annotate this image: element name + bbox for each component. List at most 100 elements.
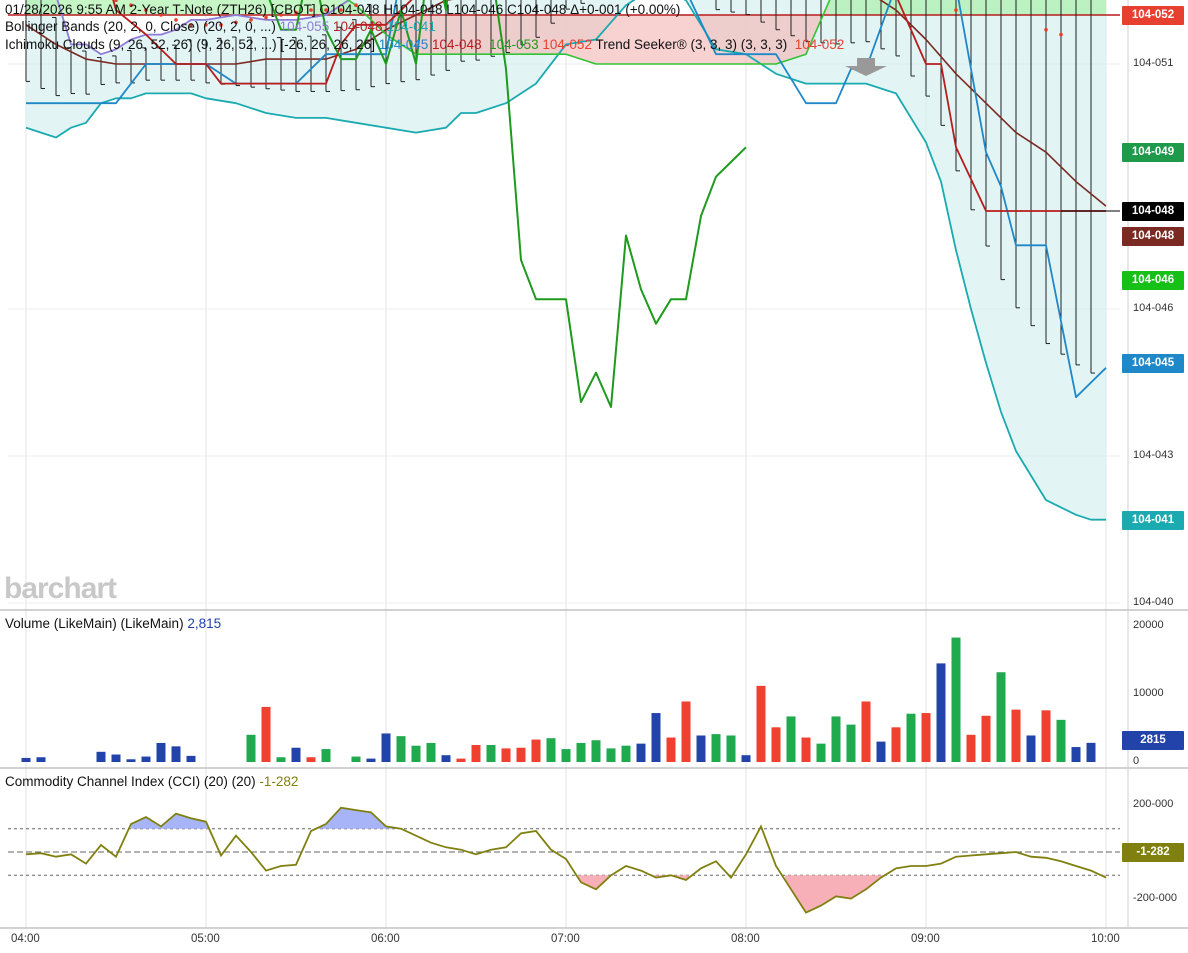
volume-bar bbox=[501, 748, 511, 762]
cloud-bull-segment bbox=[146, 0, 154, 15]
cci-axis-label: -200-000 bbox=[1133, 891, 1178, 904]
cloud-bear-segment bbox=[663, 15, 671, 64]
cloud-bear-segment bbox=[611, 15, 619, 64]
cci-oversold-fill bbox=[869, 875, 872, 887]
cci-overbought-fill bbox=[362, 810, 365, 829]
cloud-bear-segment bbox=[783, 15, 791, 62]
cloud-bear-segment bbox=[806, 15, 814, 55]
cci-oversold-fill bbox=[593, 875, 596, 890]
trend-seeker-dot bbox=[114, 0, 118, 3]
volume-bar bbox=[651, 713, 661, 762]
cloud-bull-segment bbox=[236, 0, 244, 15]
cci-overbought-fill bbox=[146, 817, 149, 829]
ichimoku-label: Ichimoku Clouds (9, 26, 52, 26) (9, 26, … bbox=[5, 37, 375, 52]
cci-overbought-fill bbox=[350, 809, 353, 829]
cloud-bull-segment bbox=[1083, 0, 1091, 15]
trend-seeker-dot bbox=[1044, 27, 1048, 32]
cci-overbought-fill bbox=[170, 816, 173, 829]
volume-bar bbox=[816, 743, 826, 762]
cci-tag: -1-282 bbox=[1122, 843, 1184, 862]
cloud-bear-segment bbox=[693, 15, 701, 64]
cloud-bear-segment bbox=[431, 15, 439, 55]
trend-seeker-dot bbox=[324, 8, 328, 12]
trend-seeker-dot bbox=[339, 8, 343, 12]
cci-axis-label: 200-000 bbox=[1133, 798, 1174, 811]
cloud-bull-segment bbox=[273, 0, 281, 15]
cci-overbought-fill bbox=[356, 810, 359, 829]
cloud-bull-segment bbox=[63, 0, 71, 15]
cloud-bear-segment bbox=[716, 15, 724, 64]
volume-value: 2,815 bbox=[187, 616, 222, 631]
volume-bar bbox=[411, 745, 421, 762]
cloud-bear-segment bbox=[468, 15, 476, 55]
cci-value: -1-282 bbox=[259, 774, 299, 789]
cci-oversold-fill bbox=[860, 875, 863, 894]
cloud-bull-segment bbox=[836, 0, 844, 15]
trend-seeker-label: Trend Seeker® (3, 3, 3) (3, 3, 3) bbox=[595, 37, 788, 52]
volume-bar bbox=[351, 756, 361, 762]
cloud-bear-segment bbox=[671, 15, 679, 64]
time-axis-label: 07:00 bbox=[551, 933, 580, 945]
volume-bar bbox=[366, 758, 376, 762]
trend-seeker-dot bbox=[294, 10, 298, 15]
cci-oversold-fill bbox=[824, 875, 827, 904]
cci-oversold-fill bbox=[848, 875, 851, 899]
cloud-bull-segment bbox=[198, 0, 206, 15]
cloud-bear-segment bbox=[581, 15, 589, 62]
ichi-tenkan-value: 104-045 bbox=[378, 37, 429, 52]
volume-bar bbox=[771, 727, 781, 762]
volume-bar bbox=[966, 734, 976, 762]
volume-bar bbox=[591, 740, 601, 762]
cloud-bull-segment bbox=[33, 0, 41, 15]
cci-oversold-fill bbox=[797, 875, 800, 904]
cloud-bull-segment bbox=[1098, 0, 1106, 15]
volume-bar bbox=[981, 715, 991, 762]
volume-bar bbox=[486, 745, 496, 762]
volume-bar bbox=[516, 747, 526, 762]
trend-seeker-dot bbox=[1059, 32, 1063, 37]
volume-axis-label: 10000 bbox=[1133, 687, 1164, 699]
bollinger-label: Bollinger Bands (20, 2, 0, Close) (20, 2… bbox=[5, 19, 276, 34]
volume-bar bbox=[696, 735, 706, 762]
cci-oversold-fill bbox=[836, 875, 839, 897]
volume-bar bbox=[801, 737, 811, 762]
volume-bar bbox=[96, 751, 106, 762]
cloud-bear-segment bbox=[596, 15, 604, 64]
volume-bar bbox=[381, 733, 391, 762]
trend-seeker-dot bbox=[354, 3, 358, 7]
volume-bar bbox=[276, 757, 286, 762]
cloud-bull-segment bbox=[1001, 0, 1009, 15]
quote-header: 01/28/2026 9:55 AM 2-Year T-Note (ZTH26)… bbox=[5, 2, 681, 17]
cci-overbought-fill bbox=[344, 808, 347, 829]
cloud-bear-segment bbox=[506, 15, 514, 55]
cci-overbought-fill bbox=[341, 807, 344, 829]
volume-bar bbox=[246, 734, 256, 762]
cloud-bull-segment bbox=[851, 0, 859, 15]
cci-oversold-fill bbox=[809, 875, 812, 912]
cci-oversold-fill bbox=[821, 875, 824, 906]
cci-overbought-fill bbox=[200, 820, 203, 829]
volume-bar bbox=[936, 663, 946, 762]
time-axis-label: 04:00 bbox=[11, 933, 40, 945]
cci-legend: Commodity Channel Index (CCI) (20) (20) … bbox=[5, 774, 298, 789]
cloud-bull-segment bbox=[221, 0, 229, 15]
cloud-bull-segment bbox=[71, 0, 79, 15]
volume-bar bbox=[576, 742, 586, 762]
cloud-bull-segment bbox=[191, 0, 199, 15]
ichi-spanb-value: 104-052 bbox=[542, 37, 592, 52]
cci-overbought-fill bbox=[365, 811, 368, 829]
cloud-bull-segment bbox=[123, 0, 131, 15]
cci-overbought-fill bbox=[185, 816, 188, 829]
cloud-bull-segment bbox=[281, 0, 289, 15]
cloud-bear-segment bbox=[746, 15, 754, 64]
cloud-bull-segment bbox=[1068, 0, 1076, 15]
cci-oversold-fill bbox=[803, 875, 806, 913]
cloud-bull-segment bbox=[183, 0, 191, 15]
cloud-bull-segment bbox=[843, 0, 851, 15]
cloud-bull-segment bbox=[911, 0, 919, 15]
cloud-bull-segment bbox=[993, 0, 1001, 15]
volume-bar bbox=[636, 743, 646, 762]
cci-oversold-fill bbox=[584, 875, 587, 886]
price-tag: 104-048 bbox=[1122, 202, 1184, 221]
